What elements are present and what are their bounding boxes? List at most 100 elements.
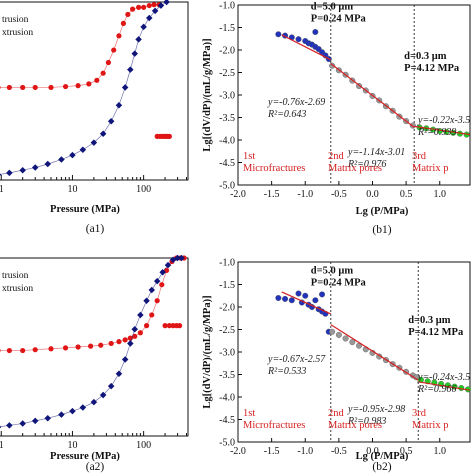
intrusion-point [116,33,122,39]
extrusion-point [19,166,26,174]
panel-caption: (a1) [86,223,105,235]
extrusion-point [19,420,26,427]
intrusion-point [32,84,38,91]
fit-equation: y=-0.22x-3.5 [417,115,470,126]
y-tick-label: -5.0 [219,181,235,192]
y-tick-label: -3.0 [219,91,235,102]
x-tick-label: 1.0 [433,446,446,457]
plot-frame [237,261,471,443]
intrusion-point [0,85,1,90]
extrusion-point [178,254,185,262]
x-tick-label: -0.5 [331,446,347,457]
pore-annotation: P=4.12 MPa [404,63,460,74]
extrusion-point [121,356,129,363]
x-tick-label: 10 [67,440,77,451]
zone-label: Matrix p [412,163,448,174]
intrusion-point [143,323,150,329]
zone-label: 3rd [412,151,427,162]
plot-frame [237,4,471,186]
extrusion-point [137,311,144,319]
fit-line [414,125,471,136]
fit-equation: y=-1.14x-3.01 [347,147,405,158]
extrusion-point [159,268,166,276]
extrusion-point [140,23,147,31]
x-axis-label: Lg (P/MPa) [356,451,409,462]
intrusion-point [6,84,12,91]
extrusion-point [163,0,170,6]
x-axis-label: Lg (P/MPa) [356,206,409,217]
extrusion-point [127,340,134,347]
zone-label: Matrix pores [328,420,382,431]
intrusion-point [141,4,147,10]
y-tick-label: -1.5 [219,280,235,291]
legend-entry: xtrusion [2,28,33,38]
extrusion-point [44,414,52,422]
pore-annotation: d=5.0 μm [311,2,354,13]
zone-label: Microfractures [243,163,305,174]
extrusion-point [148,286,155,294]
intrusion-point [159,282,165,288]
x-tick-label: 0.5 [400,446,413,457]
fit-equation: R²=0.533 [267,366,306,377]
extrusion-point [115,101,123,109]
extrusion-point [99,130,107,137]
fit-equation: y=-0.95x-2.98 [347,404,405,415]
intrusion-point [166,323,172,329]
x-tick-label: -1.0 [297,446,313,457]
x-tick-label: -1.5 [264,446,280,457]
y-tick-label: -4.0 [219,393,235,404]
extrusion-point [58,411,65,418]
intrusion-point [75,344,81,350]
fit-equation: R²=0.939 [417,127,456,138]
extrusion-point [6,422,13,429]
extrusion-point [131,50,138,57]
intrusion-point [125,11,131,18]
data-point [288,297,295,304]
y-axis-label: Lg[(dV/dP)/(mL/g/MPa)] [202,295,213,408]
extrusion-point [164,261,172,269]
y-tick-label: -5.0 [219,438,235,449]
data-point [329,328,336,335]
extrusion-point [6,169,13,177]
intrusion-point [111,47,117,53]
pore-annotation: P=4.12 MPa [408,327,464,338]
intrusion-point [6,347,12,354]
y-tick-label: -1.0 [219,258,235,269]
y-tick-label: -2.5 [219,325,235,336]
extrusion-point [174,254,181,262]
intrusion-point [120,20,127,26]
extrusion-point [90,139,98,146]
fit-line [330,324,419,381]
extrusion-point [69,151,76,159]
extrusion-point [131,325,138,333]
x-tick-label: 0.5 [400,189,413,200]
x-tick-label: -1.0 [297,189,313,200]
x-tick-label: 100 [136,184,151,195]
legend-entry: trusion [2,15,29,25]
intrusion-point [20,347,26,354]
extrusion-point [0,423,2,431]
data-point [302,292,309,299]
extrusion-point [127,66,134,73]
pore-annotation: d=0.3 μm [408,315,451,326]
x-tick-label: 0.0 [366,189,379,200]
intrusion-point [132,333,138,339]
chart-a1: 1 10 100 Pressure (MPa) (a1) trusion xtrusion [0,0,189,235]
zone-label: Matrix p [412,420,448,431]
fit-equation: R²=0.966 [417,384,456,395]
legend-entry: xtrusion [2,284,33,294]
intrusion-point [75,83,81,89]
data-point [282,295,289,302]
zone-label: Microfractures [243,420,305,431]
y-tick-label: -3.0 [219,348,235,359]
intrusion-point [116,339,122,345]
y-tick-label: -1.0 [219,1,235,12]
intrusion-point [62,345,69,351]
fit-equation: y=-0.76x-2.69 [267,97,325,108]
x-axis-label: Pressure (MPa) [50,451,120,462]
x-tick-label: -2.0 [230,446,246,457]
fit-equation: y=-0.67x-2.57 [267,354,326,365]
y-tick-label: -4.0 [219,136,235,147]
pore-annotation: d=0.3 μm [404,51,447,62]
